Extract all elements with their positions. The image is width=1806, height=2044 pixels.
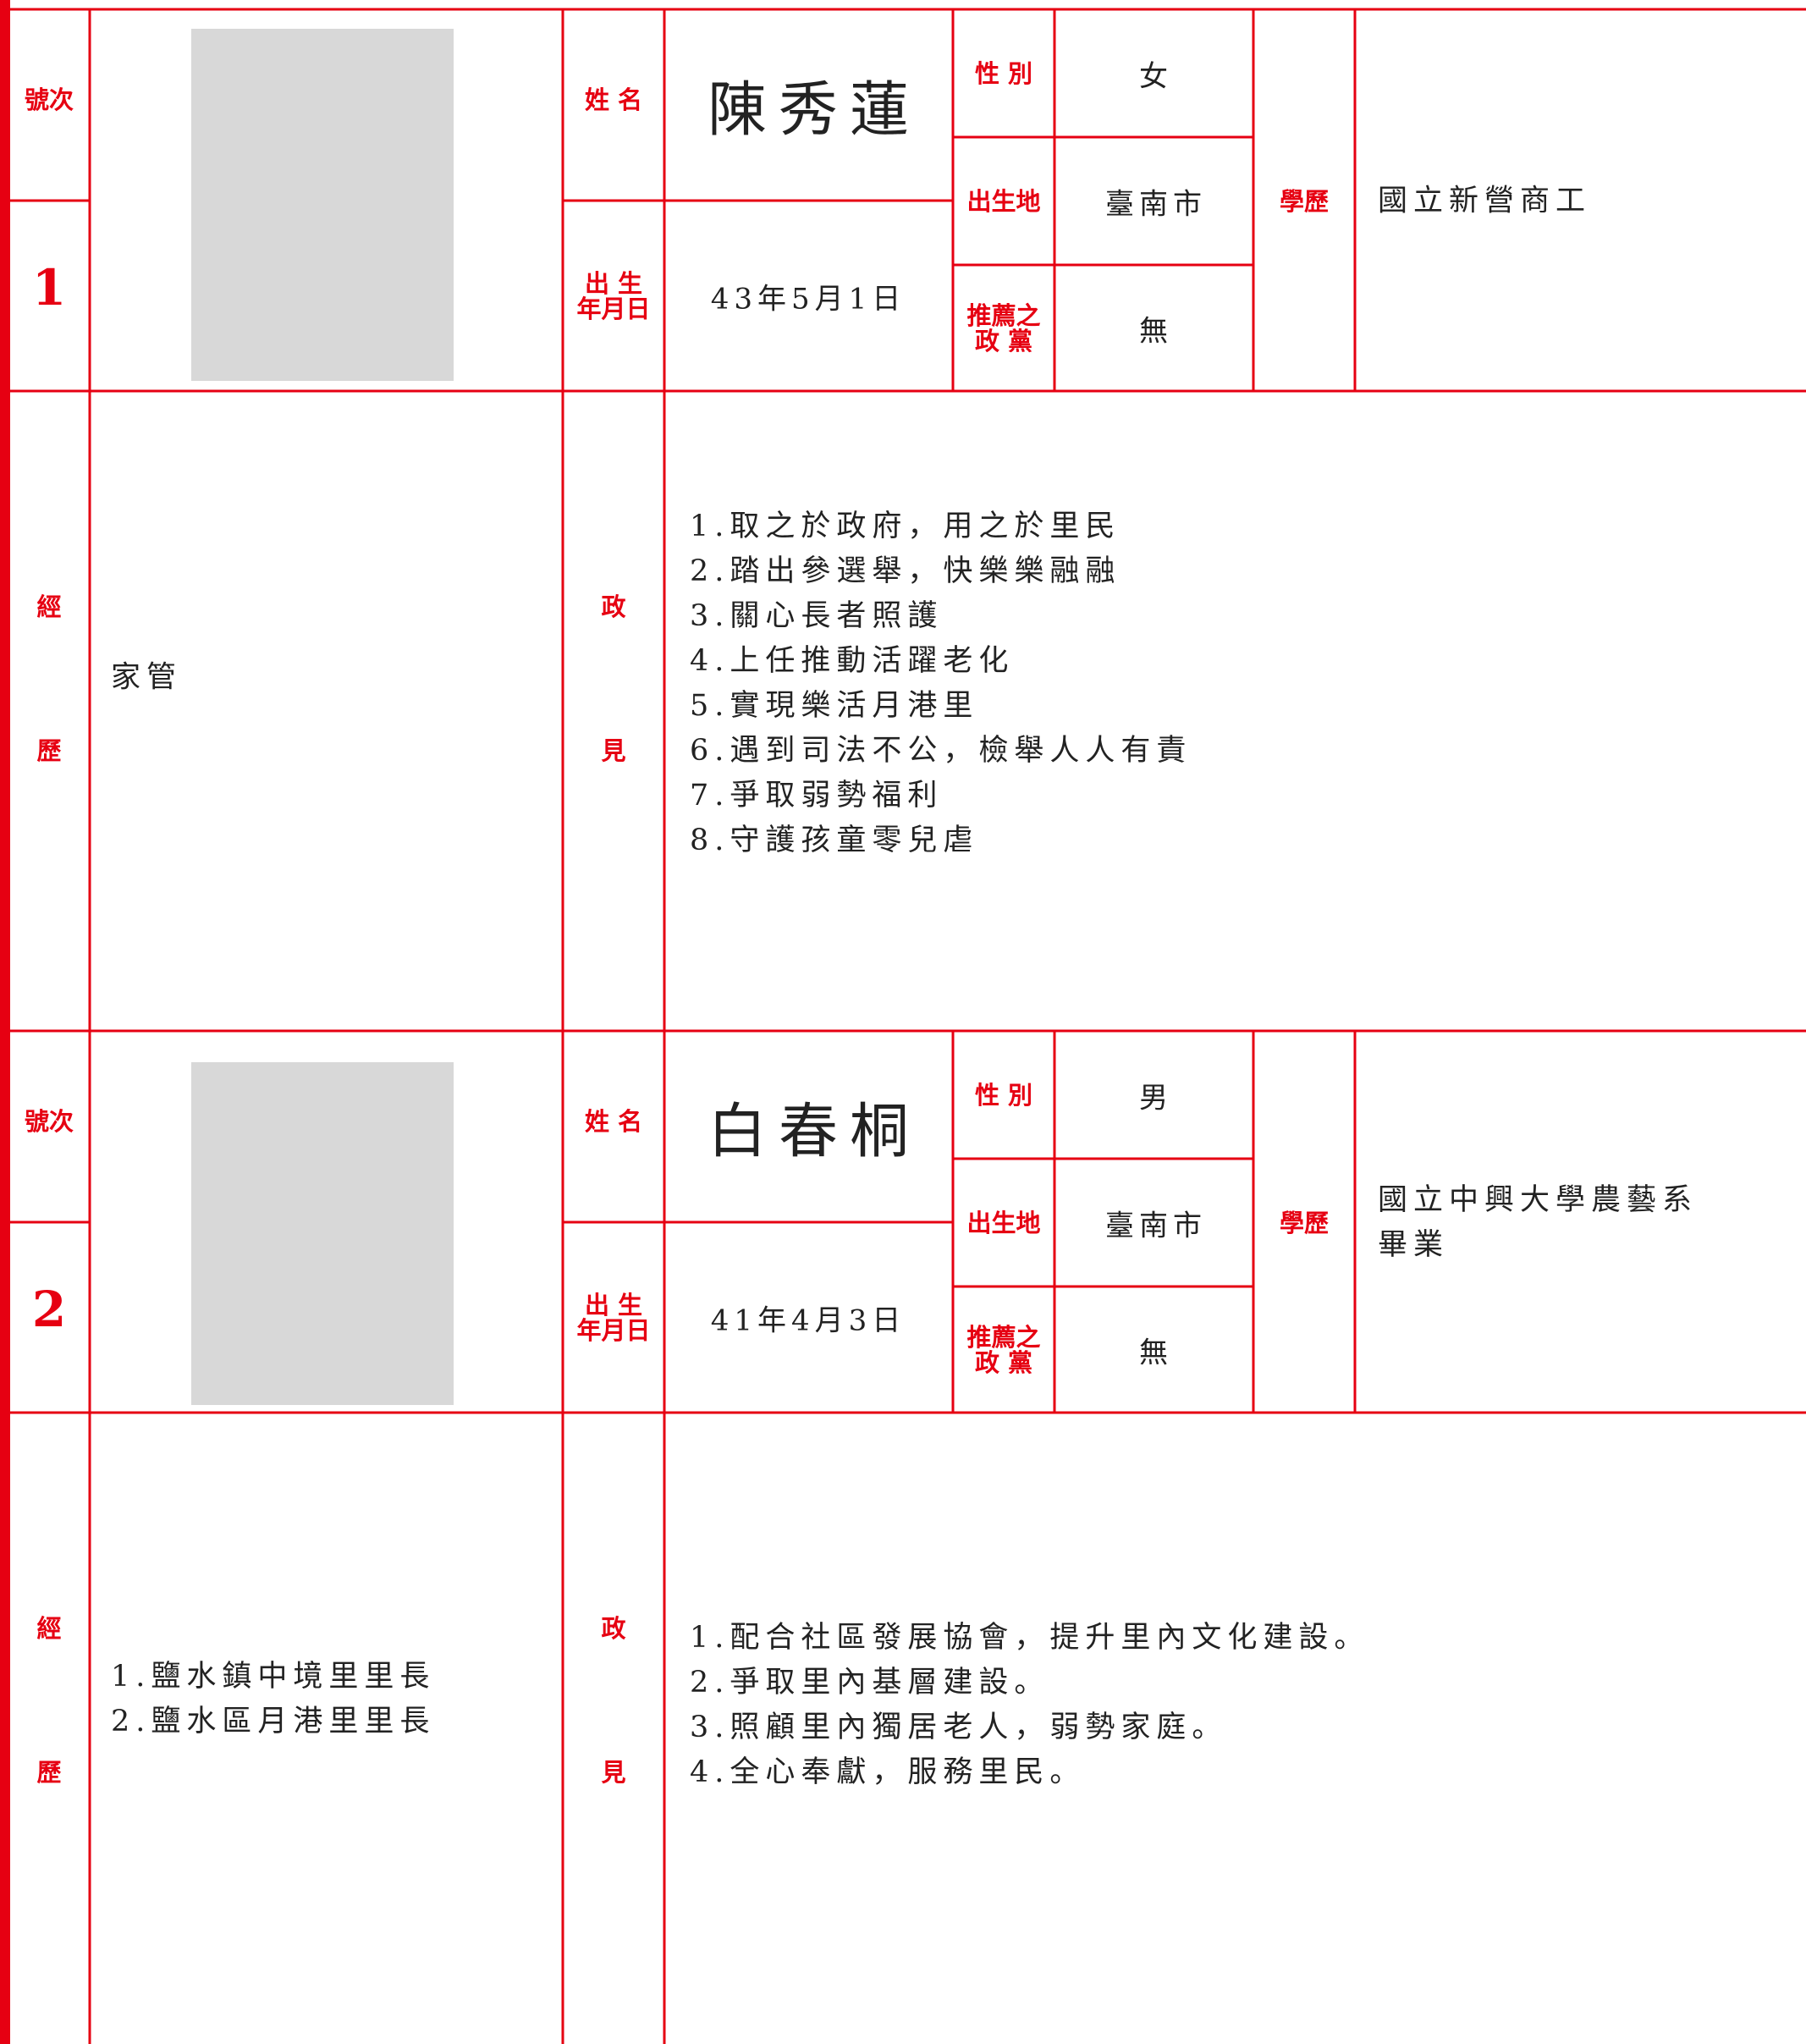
platform-label: 見 — [601, 1758, 626, 1787]
candidate-name: 陳秀蓮 — [708, 74, 921, 145]
gender-label: 性 別 — [974, 1081, 1033, 1110]
birthdate-label-line: 出 生 — [584, 269, 643, 298]
education-label: 學歷 — [1279, 1209, 1330, 1237]
education: 國立新營商工 — [1378, 179, 1591, 224]
birthdate: 43年5月1日 — [710, 282, 906, 317]
experience-line: 1.鹽水鎮中境里里長 — [111, 1660, 436, 1694]
party-label-line: 推薦之 — [966, 1323, 1041, 1352]
education: 國立中興大學農藝系 畢業 — [1378, 1178, 1698, 1268]
photo — [191, 1062, 454, 1405]
birthdate-label: 出 生年月日 — [576, 271, 650, 322]
platform-line: 3.關心長者照護 — [690, 599, 944, 633]
gender: 男 — [1139, 1081, 1173, 1116]
party-label: 推薦之政 黨 — [966, 303, 1040, 354]
education-line: 畢業 — [1378, 1228, 1450, 1262]
platform-line: 8.守護孩童零兒虐 — [690, 824, 979, 857]
candidate-name: 白春桐 — [708, 1096, 921, 1166]
birthplace-label: 出生地 — [966, 1209, 1041, 1237]
birthdate-label: 出 生年月日 — [576, 1292, 650, 1343]
experience: 家管 — [111, 656, 182, 701]
party-label: 推薦之政 黨 — [966, 1325, 1040, 1375]
experience-label: 經 — [36, 1614, 62, 1643]
platform-line: 4.上任推動活躍老化 — [690, 644, 1015, 678]
birthplace: 臺南市 — [1105, 187, 1207, 222]
party-label-line: 政 黨 — [974, 1348, 1033, 1377]
experience-line: 家管 — [111, 660, 183, 695]
party: 無 — [1139, 314, 1173, 349]
platform-line: 7.爭取弱勢福利 — [690, 779, 944, 813]
party-label-line: 政 黨 — [974, 327, 1033, 355]
experience-line: 2.鹽水區月港里里長 — [111, 1705, 436, 1738]
education-label: 學歷 — [1279, 187, 1330, 216]
experience-label: 歷 — [36, 736, 62, 765]
platform-line: 2.爭取里內基層建設。 — [690, 1666, 1050, 1700]
candidate-number: 1 — [31, 259, 67, 317]
birthdate-label-line: 年月日 — [576, 295, 651, 323]
experience-label: 經 — [36, 592, 62, 621]
platform-line: 6.遇到司法不公，檢舉人人有責 — [690, 734, 1192, 768]
name-label: 姓 名 — [584, 1107, 643, 1136]
birthdate: 41年4月3日 — [710, 1303, 906, 1338]
candidate-number: 2 — [31, 1281, 67, 1338]
gender: 女 — [1139, 59, 1173, 94]
birthdate-label-line: 出 生 — [584, 1291, 643, 1320]
education-line: 國立中興大學農藝系 — [1378, 1183, 1699, 1217]
platform-label: 政 — [601, 592, 626, 621]
left-bar — [0, 0, 10, 2044]
party-label-line: 推薦之 — [966, 301, 1041, 330]
platform-label: 政 — [601, 1614, 626, 1643]
number-label: 號次 — [24, 85, 74, 114]
birthplace-label: 出生地 — [966, 187, 1041, 216]
experience-label: 歷 — [36, 1758, 62, 1787]
birthplace: 臺南市 — [1105, 1209, 1207, 1243]
platform-line: 1.配合社區發展協會，提升里內文化建設。 — [690, 1621, 1370, 1655]
platform-label: 見 — [601, 736, 626, 765]
photo — [191, 29, 454, 381]
platform: 1.配合社區發展協會，提升里內文化建設。 2.爭取里內基層建設。 3.照顧里內獨居老… — [690, 1616, 1369, 1795]
number-label: 號次 — [24, 1107, 74, 1136]
platform: 1.取之於政府，用之於里民 2.踏出參選舉，快樂樂融融 3.關心長者照護 4.上任推動… — [690, 504, 1192, 863]
experience: 1.鹽水鎮中境里里長 2.鹽水區月港里里長 — [111, 1655, 435, 1744]
party: 無 — [1139, 1336, 1173, 1370]
platform-line: 5.實現樂活月港里 — [690, 689, 979, 723]
birthdate-label-line: 年月日 — [576, 1316, 651, 1345]
platform-line: 4.全心奉獻，服務里民。 — [690, 1755, 1086, 1789]
platform-line: 1.取之於政府，用之於里民 — [690, 510, 1121, 543]
platform-line: 3.照顧里內獨居老人，弱勢家庭。 — [690, 1711, 1228, 1744]
name-label: 姓 名 — [584, 85, 643, 114]
gender-label: 性 別 — [974, 59, 1033, 88]
education-line: 國立新營商工 — [1378, 184, 1592, 218]
platform-line: 2.踏出參選舉，快樂樂融融 — [690, 554, 1121, 588]
